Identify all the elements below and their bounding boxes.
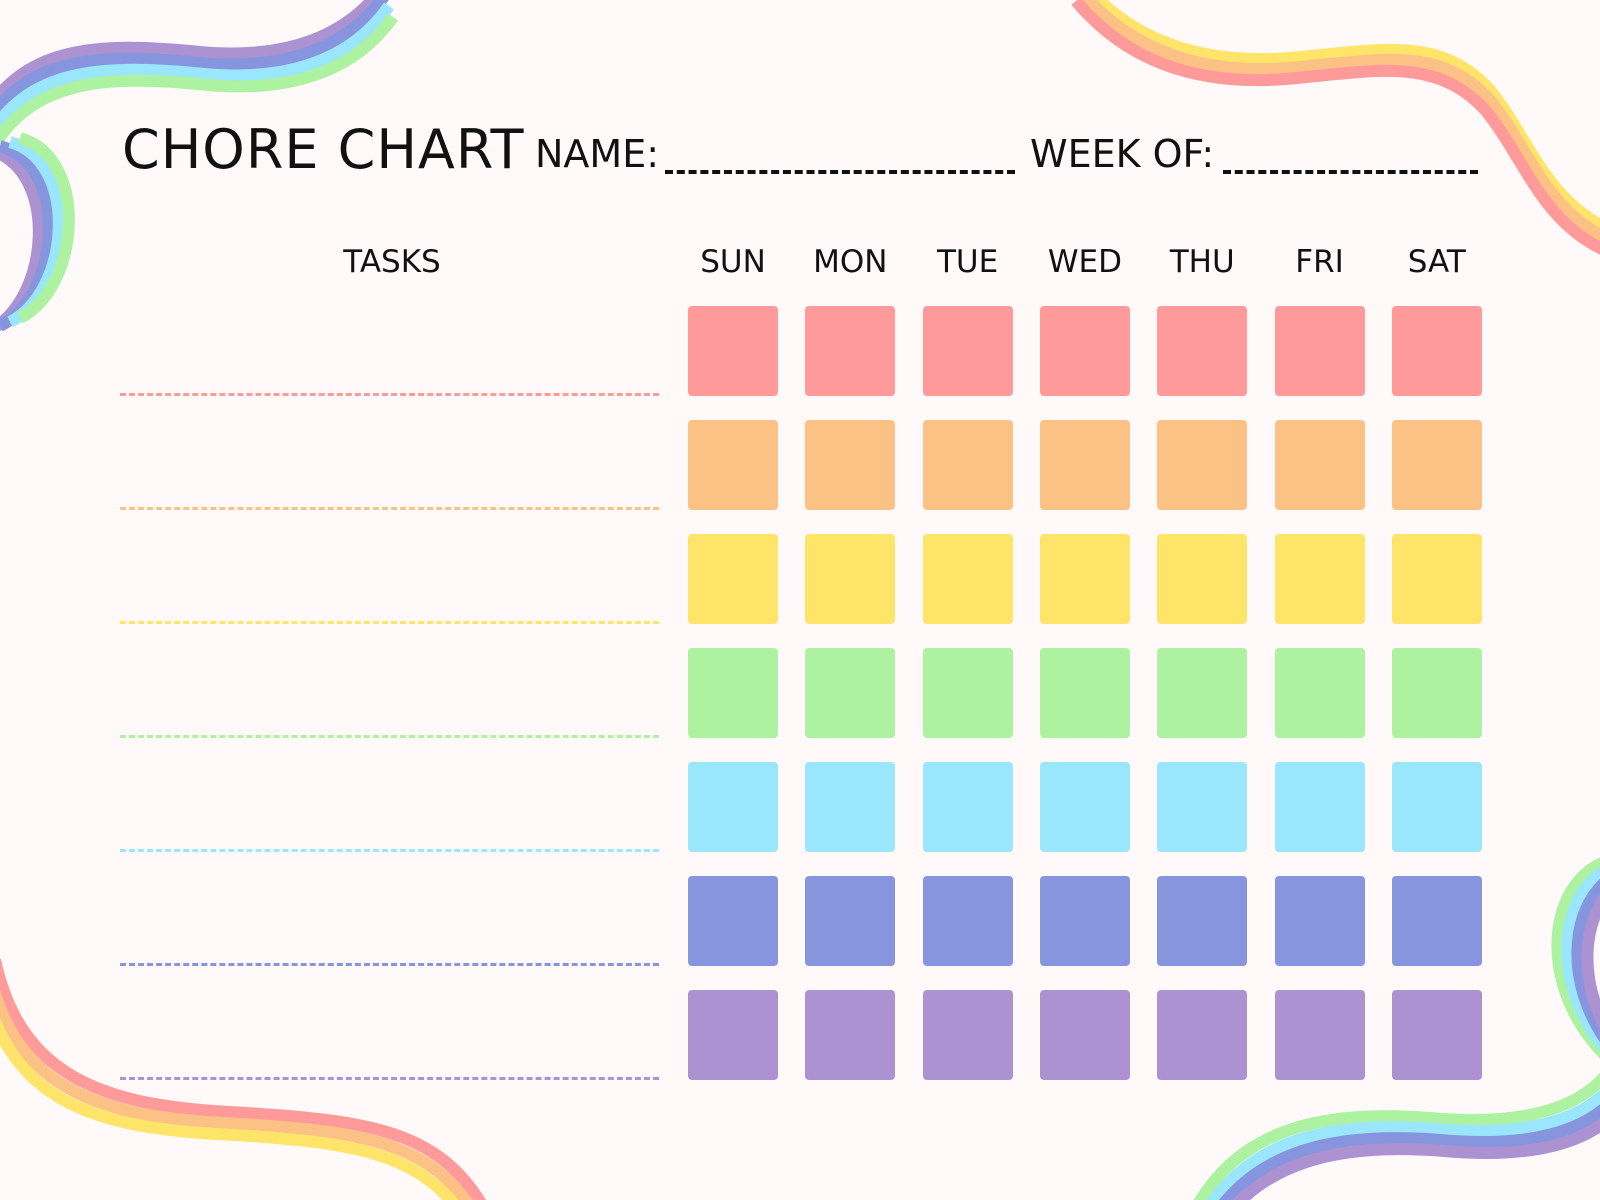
checkbox-row6-sun[interactable] [688,876,778,966]
checkbox-row5-wed[interactable] [1039,762,1130,852]
rainbow-top-left [0,0,398,332]
checkbox-row4-wed[interactable] [1039,648,1130,738]
checkbox-row4-sun[interactable] [688,648,778,738]
checkbox-row1-tue[interactable] [922,306,1013,396]
checkbox-row5-thu[interactable] [1157,762,1248,852]
checkbox-row4-tue[interactable] [922,648,1013,738]
day-header-mon: MON [813,244,888,280]
task-line-4[interactable] [120,735,659,738]
day-header-sun: SUN [700,244,766,280]
checkbox-row1-fri[interactable] [1274,306,1365,396]
checkbox-row7-sun[interactable] [688,990,778,1080]
checkbox-row6-thu[interactable] [1157,876,1248,966]
checkbox-row7-fri[interactable] [1274,990,1365,1080]
day-header-tue: TUE [936,244,999,280]
checkbox-row3-fri[interactable] [1274,534,1365,624]
checkbox-row7-thu[interactable] [1157,990,1248,1080]
checkbox-row5-sun[interactable] [688,762,778,852]
page-title: CHORE CHART [122,118,525,181]
checkbox-row7-tue[interactable] [922,990,1013,1080]
checkbox-row3-wed[interactable] [1039,534,1130,624]
week-of-label: WEEK OF: [1030,132,1215,176]
checkbox-row1-sun[interactable] [688,306,778,396]
checkbox-row1-sat[interactable] [1391,306,1482,396]
checkbox-row4-thu[interactable] [1157,648,1248,738]
task-line-2[interactable] [120,507,659,510]
checkbox-row1-mon[interactable] [805,306,896,396]
checkbox-row2-tue[interactable] [922,420,1013,510]
checkbox-row2-thu[interactable] [1157,420,1248,510]
rainbow-bottom-left [0,958,486,1200]
checkbox-row6-tue[interactable] [922,876,1013,966]
checkbox-row3-mon[interactable] [805,534,896,624]
tasks-header: TASKS [343,244,441,280]
checkbox-row2-sun[interactable] [688,420,778,510]
checkbox-row1-wed[interactable] [1039,306,1130,396]
week-of-blank-line[interactable] [1223,170,1478,174]
checkbox-row7-mon[interactable] [805,990,896,1080]
checkbox-row6-fri[interactable] [1274,876,1365,966]
name-blank-line[interactable] [665,170,1015,174]
task-line-5[interactable] [120,849,659,852]
checkbox-row3-thu[interactable] [1157,534,1248,624]
checkbox-row6-wed[interactable] [1039,876,1130,966]
day-header-fri: FRI [1295,244,1344,280]
checkbox-row5-mon[interactable] [805,762,896,852]
checkbox-row5-tue[interactable] [922,762,1013,852]
checkbox-row6-mon[interactable] [805,876,896,966]
checkbox-row2-wed[interactable] [1039,420,1130,510]
checkbox-row7-wed[interactable] [1039,990,1130,1080]
task-line-1[interactable] [120,393,659,396]
task-line-3[interactable] [120,621,659,624]
checkbox-row4-fri[interactable] [1274,648,1365,738]
rainbow-top-right [1071,0,1600,255]
checkbox-row2-fri[interactable] [1274,420,1365,510]
checkbox-row2-mon[interactable] [805,420,896,510]
checkbox-row7-sat[interactable] [1391,990,1482,1080]
day-header-sat: SAT [1407,244,1466,280]
checkbox-row3-tue[interactable] [922,534,1013,624]
day-header-thu: THU [1169,244,1235,280]
checkbox-row5-sat[interactable] [1391,762,1482,852]
rainbow-bottom-right [1193,857,1600,1200]
checkbox-row1-thu[interactable] [1157,306,1248,396]
task-line-6[interactable] [120,963,659,966]
checkbox-row4-mon[interactable] [805,648,896,738]
checkbox-row2-sat[interactable] [1391,420,1482,510]
checkbox-row3-sat[interactable] [1391,534,1482,624]
checkbox-row3-sun[interactable] [688,534,778,624]
checkbox-row6-sat[interactable] [1391,876,1482,966]
day-header-wed: WED [1047,244,1122,280]
name-label: NAME: [535,132,660,176]
task-line-7[interactable] [120,1077,659,1080]
checkbox-row5-fri[interactable] [1274,762,1365,852]
checkbox-row4-sat[interactable] [1391,648,1482,738]
